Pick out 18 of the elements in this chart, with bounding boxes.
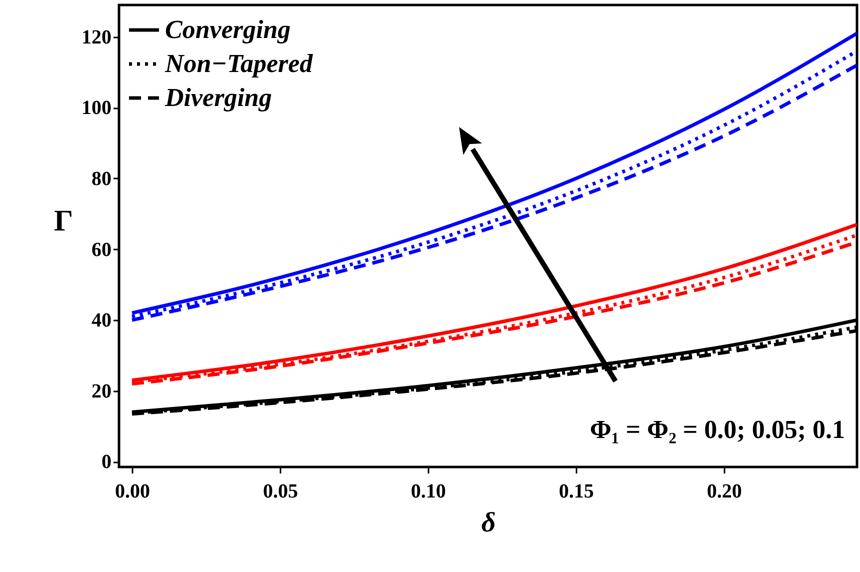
x-tick-label: 0.05 (262, 480, 298, 502)
x-tick-label: 0.10 (410, 480, 446, 502)
y-tick-label: 100 (82, 97, 112, 120)
x-tick-label: 0.15 (558, 480, 594, 502)
y-tick-label: 120 (82, 26, 112, 48)
x-tick-label: 0.00 (115, 480, 150, 502)
y-tick-label: 20 (92, 380, 112, 402)
x-tick-label: 0.20 (706, 480, 742, 502)
x-axis-title: δ (481, 508, 496, 538)
legend-label: Non−Tapered (164, 49, 314, 78)
y-tick-label: 80 (92, 168, 112, 190)
y-tick-label: 0 (102, 451, 112, 474)
y-tick-label: 60 (92, 238, 112, 261)
annotation: Φ₁ = Φ₂ = 0.0; 0.05; 0.1 (590, 415, 845, 444)
y-tick-label: 40 (92, 310, 112, 332)
legend-label: Converging (165, 15, 291, 44)
legend-label: Diverging (164, 83, 272, 112)
y-axis-title: Γ (54, 204, 74, 238)
